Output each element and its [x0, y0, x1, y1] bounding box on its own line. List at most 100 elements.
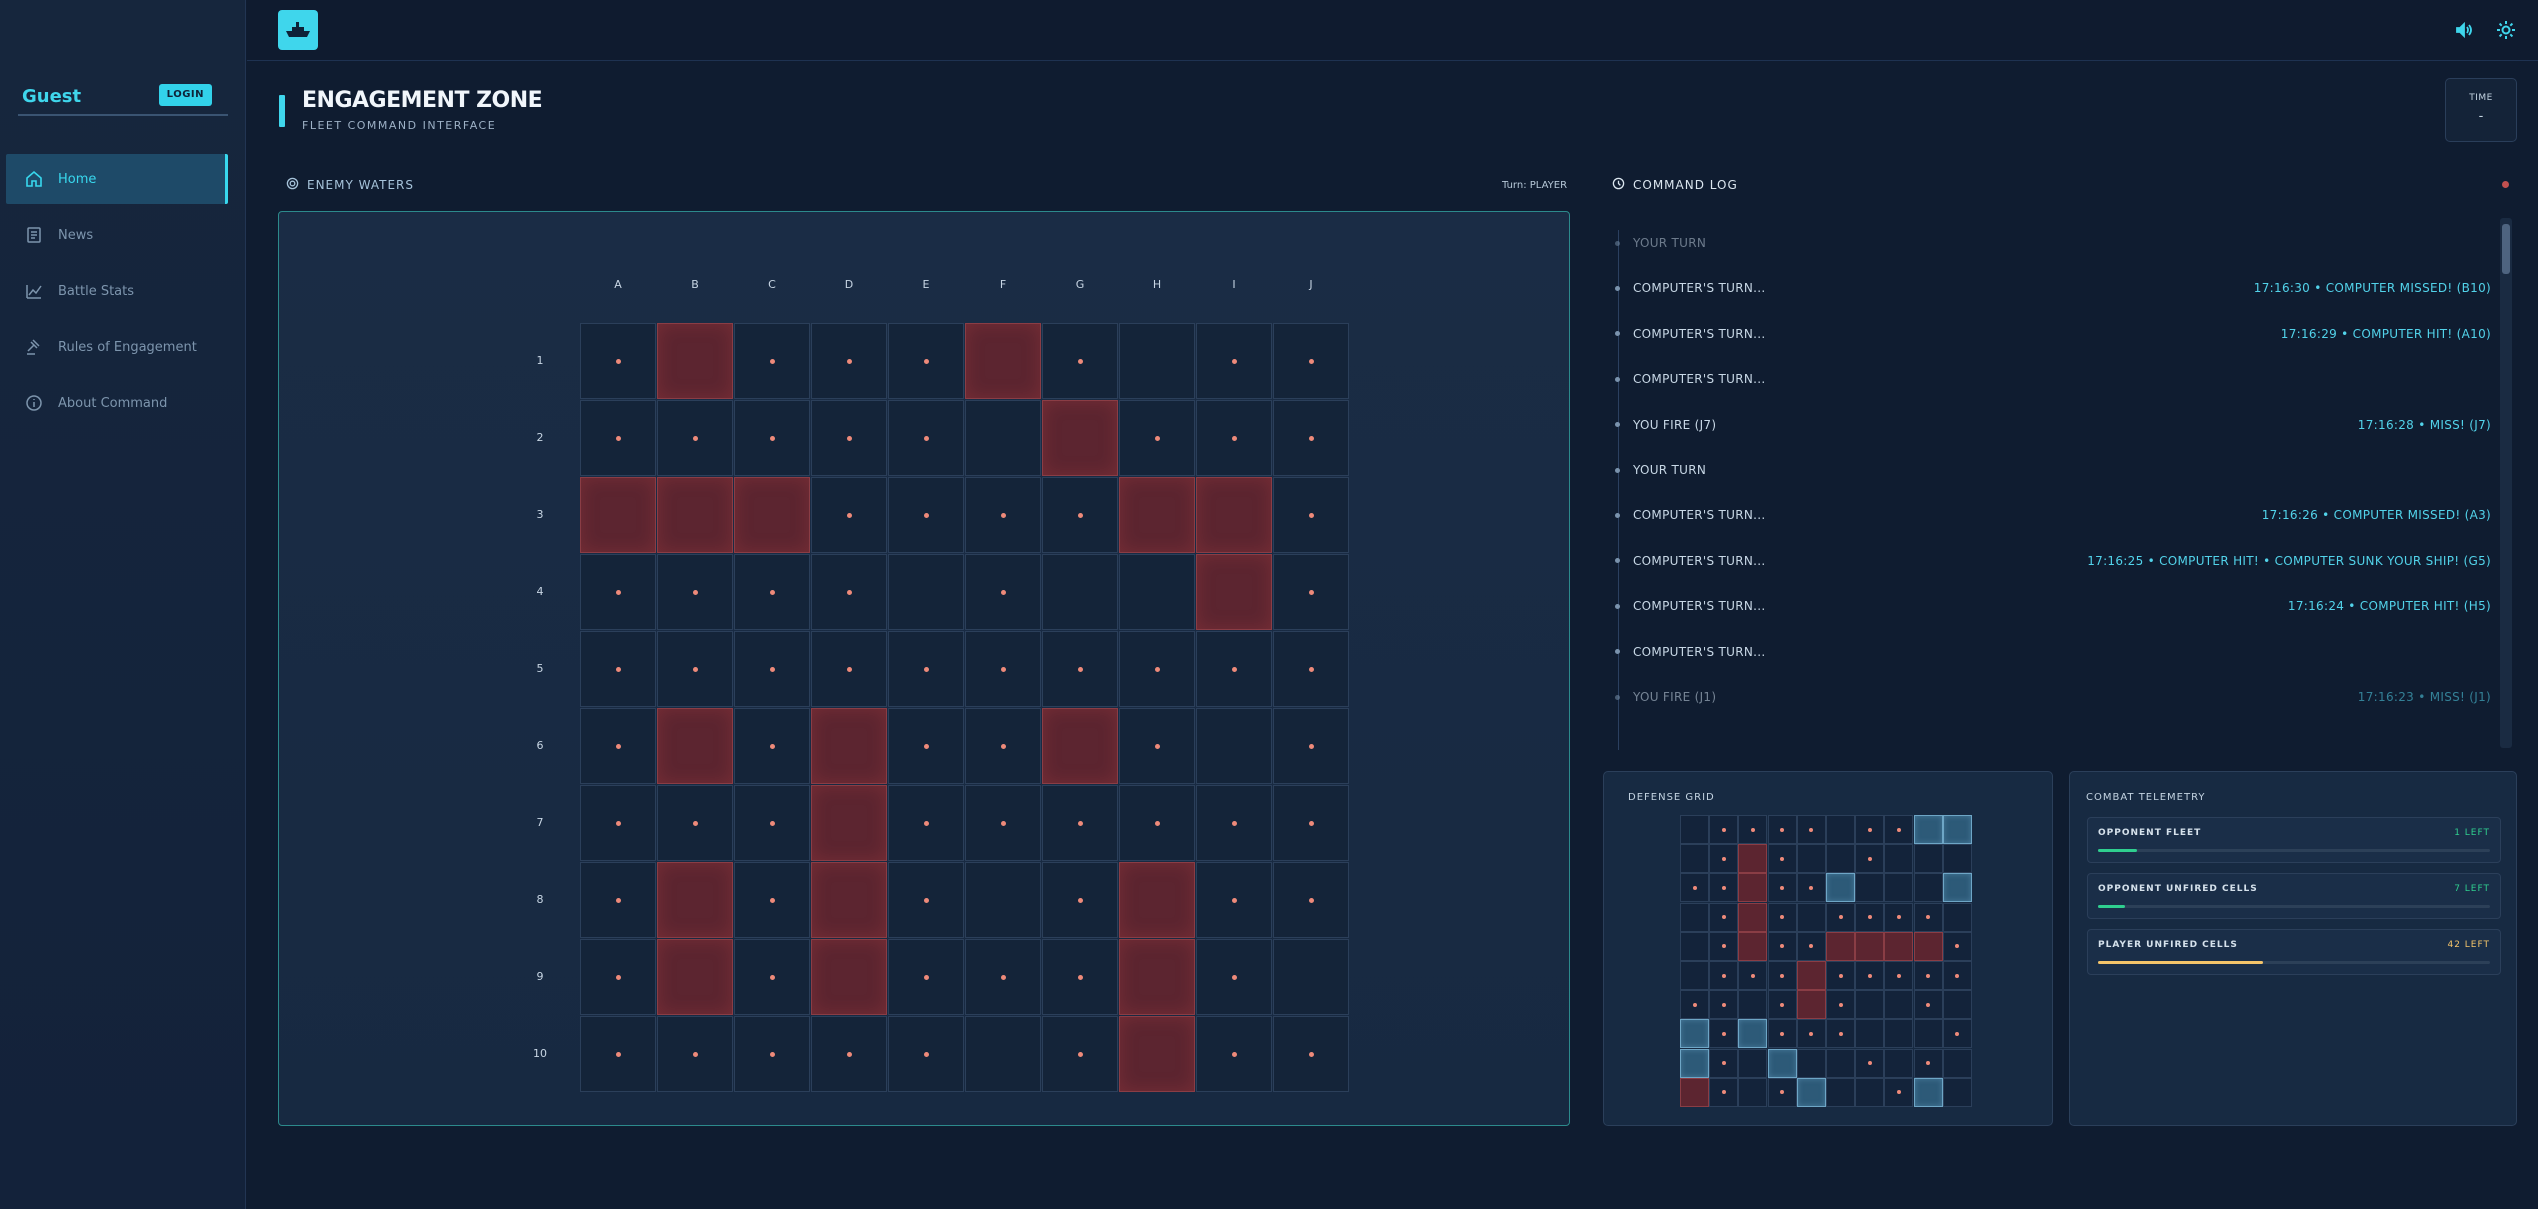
- enemy-cell[interactable]: [811, 400, 887, 476]
- enemy-cell[interactable]: [1042, 785, 1118, 861]
- enemy-cell[interactable]: [811, 708, 887, 784]
- enemy-cell[interactable]: [1196, 1016, 1272, 1092]
- enemy-cell[interactable]: [888, 400, 964, 476]
- enemy-cell[interactable]: [1273, 1016, 1349, 1092]
- login-button[interactable]: LOGIN: [158, 84, 212, 106]
- enemy-cell[interactable]: [1042, 631, 1118, 707]
- enemy-cell[interactable]: [657, 477, 733, 553]
- enemy-cell[interactable]: [811, 323, 887, 399]
- enemy-cell[interactable]: [811, 477, 887, 553]
- enemy-cell[interactable]: [965, 708, 1041, 784]
- enemy-cell[interactable]: [1119, 1016, 1195, 1092]
- enemy-cell[interactable]: [657, 1016, 733, 1092]
- enemy-cell[interactable]: [965, 323, 1041, 399]
- enemy-cell[interactable]: [1196, 554, 1272, 630]
- enemy-cell[interactable]: [734, 477, 810, 553]
- enemy-cell[interactable]: [734, 631, 810, 707]
- enemy-cell[interactable]: [811, 631, 887, 707]
- enemy-cell[interactable]: [734, 785, 810, 861]
- enemy-cell[interactable]: [580, 554, 656, 630]
- enemy-cell[interactable]: [580, 323, 656, 399]
- enemy-cell[interactable]: [1042, 939, 1118, 1015]
- ship-icon[interactable]: [278, 10, 318, 50]
- enemy-cell[interactable]: [1042, 477, 1118, 553]
- enemy-cell[interactable]: [657, 554, 733, 630]
- enemy-cell[interactable]: [1196, 708, 1272, 784]
- enemy-cell[interactable]: [965, 1016, 1041, 1092]
- enemy-cell[interactable]: [965, 862, 1041, 938]
- enemy-cell[interactable]: [1119, 708, 1195, 784]
- enemy-cell[interactable]: [580, 400, 656, 476]
- enemy-cell[interactable]: [1273, 785, 1349, 861]
- enemy-cell[interactable]: [1196, 400, 1272, 476]
- enemy-cell[interactable]: [811, 554, 887, 630]
- enemy-cell[interactable]: [888, 477, 964, 553]
- enemy-cell[interactable]: [657, 939, 733, 1015]
- enemy-cell[interactable]: [1196, 323, 1272, 399]
- enemy-cell[interactable]: [811, 1016, 887, 1092]
- enemy-cell[interactable]: [888, 862, 964, 938]
- sidebar-item-home[interactable]: Home: [6, 154, 228, 204]
- enemy-cell[interactable]: [657, 631, 733, 707]
- enemy-cell[interactable]: [1119, 554, 1195, 630]
- enemy-cell[interactable]: [965, 631, 1041, 707]
- enemy-cell[interactable]: [888, 323, 964, 399]
- sidebar-item-news[interactable]: News: [6, 210, 228, 260]
- enemy-cell[interactable]: [1273, 862, 1349, 938]
- enemy-cell[interactable]: [657, 862, 733, 938]
- enemy-cell[interactable]: [811, 862, 887, 938]
- enemy-cell[interactable]: [1273, 477, 1349, 553]
- enemy-cell[interactable]: [1119, 477, 1195, 553]
- enemy-cell[interactable]: [811, 939, 887, 1015]
- volume-icon[interactable]: [2452, 18, 2476, 42]
- enemy-cell[interactable]: [811, 785, 887, 861]
- enemy-cell[interactable]: [657, 708, 733, 784]
- enemy-cell[interactable]: [734, 708, 810, 784]
- enemy-cell[interactable]: [1042, 862, 1118, 938]
- enemy-cell[interactable]: [1119, 785, 1195, 861]
- enemy-cell[interactable]: [580, 708, 656, 784]
- enemy-cell[interactable]: [580, 862, 656, 938]
- enemy-cell[interactable]: [734, 939, 810, 1015]
- enemy-cell[interactable]: [580, 1016, 656, 1092]
- enemy-cell[interactable]: [734, 323, 810, 399]
- enemy-cell[interactable]: [1196, 631, 1272, 707]
- enemy-cell[interactable]: [1273, 939, 1349, 1015]
- enemy-cell[interactable]: [965, 477, 1041, 553]
- enemy-cell[interactable]: [1196, 862, 1272, 938]
- enemy-cell[interactable]: [580, 631, 656, 707]
- sidebar-item-about[interactable]: About Command: [6, 378, 228, 428]
- enemy-cell[interactable]: [1042, 554, 1118, 630]
- enemy-cell[interactable]: [1042, 708, 1118, 784]
- enemy-cell[interactable]: [1042, 1016, 1118, 1092]
- enemy-cell[interactable]: [888, 708, 964, 784]
- enemy-cell[interactable]: [888, 631, 964, 707]
- enemy-cell[interactable]: [657, 323, 733, 399]
- enemy-cell[interactable]: [1042, 400, 1118, 476]
- enemy-cell[interactable]: [734, 1016, 810, 1092]
- enemy-cell[interactable]: [888, 939, 964, 1015]
- log-scrollbar[interactable]: [2500, 218, 2512, 748]
- enemy-cell[interactable]: [1196, 477, 1272, 553]
- enemy-cell[interactable]: [1196, 939, 1272, 1015]
- enemy-cell[interactable]: [1273, 400, 1349, 476]
- enemy-cell[interactable]: [888, 554, 964, 630]
- sidebar-item-rules[interactable]: Rules of Engagement: [6, 322, 228, 372]
- enemy-cell[interactable]: [1273, 708, 1349, 784]
- enemy-cell[interactable]: [888, 785, 964, 861]
- enemy-cell[interactable]: [888, 1016, 964, 1092]
- enemy-cell[interactable]: [734, 862, 810, 938]
- enemy-cell[interactable]: [657, 785, 733, 861]
- enemy-cell[interactable]: [965, 554, 1041, 630]
- enemy-cell[interactable]: [1273, 631, 1349, 707]
- log-scroll-thumb[interactable]: [2502, 224, 2510, 274]
- enemy-cell[interactable]: [580, 477, 656, 553]
- sidebar-item-battle-stats[interactable]: Battle Stats: [6, 266, 228, 316]
- enemy-cell[interactable]: [1119, 400, 1195, 476]
- enemy-cell[interactable]: [734, 400, 810, 476]
- enemy-cell[interactable]: [1119, 939, 1195, 1015]
- enemy-cell[interactable]: [1119, 631, 1195, 707]
- enemy-cell[interactable]: [1196, 785, 1272, 861]
- enemy-cell[interactable]: [1273, 323, 1349, 399]
- enemy-cell[interactable]: [580, 785, 656, 861]
